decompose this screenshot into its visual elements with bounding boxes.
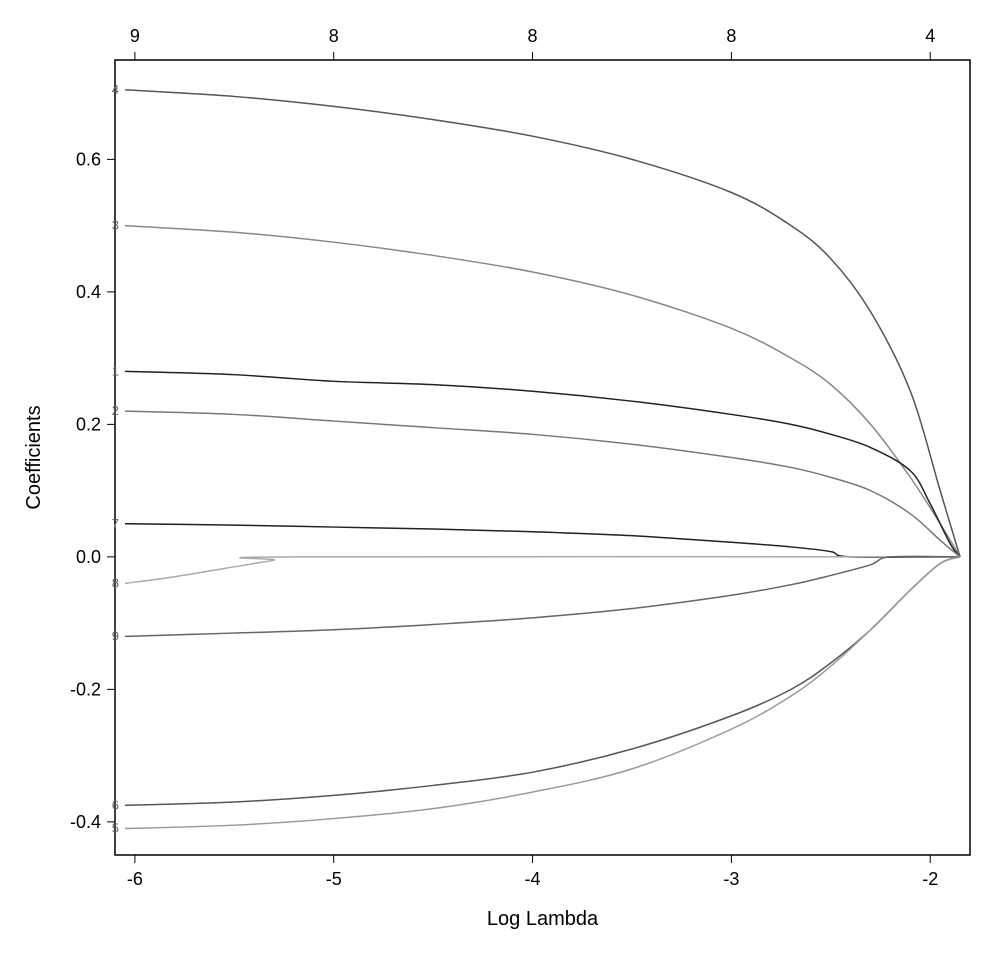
series-line-4 — [125, 90, 960, 557]
series-label-7: 7 — [112, 516, 119, 531]
top-tick-label: 4 — [925, 26, 935, 46]
x-tick-label: -5 — [326, 869, 342, 889]
series-line-3 — [125, 226, 960, 557]
y-tick-label: 0.6 — [76, 149, 101, 169]
series-label-6: 6 — [112, 797, 119, 812]
top-tick-label: 8 — [726, 26, 736, 46]
y-tick-label: -0.2 — [70, 679, 101, 699]
chart-svg: -6 -5 -4 -3 -2 -0.4 -0.2 0.0 0.2 0.4 0.6 9 8 8 8 4 Log L… — [0, 0, 1000, 965]
series-line-8 — [125, 557, 960, 584]
plot-border — [115, 60, 970, 855]
y-tick-label: 0.0 — [76, 547, 101, 567]
x-tick-label: -6 — [127, 869, 143, 889]
series-line-1 — [125, 371, 960, 557]
series-line-2 — [125, 411, 960, 557]
series-label-4: 4 — [112, 82, 119, 97]
series-label-9: 9 — [112, 628, 119, 643]
series-line-7 — [125, 524, 960, 558]
lasso-path-chart: -6 -5 -4 -3 -2 -0.4 -0.2 0.0 0.2 0.4 0.6 9 8 8 8 4 Log L… — [0, 0, 1000, 965]
x-tick-label: -2 — [922, 869, 938, 889]
series-line-9 — [125, 556, 960, 636]
y-tick-label: 0.4 — [76, 282, 101, 302]
y-tick-label: -0.4 — [70, 812, 101, 832]
x-tick-label: -4 — [525, 869, 541, 889]
top-tick-label: 8 — [329, 26, 339, 46]
y-tick-label: 0.2 — [76, 414, 101, 434]
series-label-2: 2 — [112, 403, 119, 418]
top-tick-label: 9 — [130, 26, 140, 46]
top-tick-label: 8 — [528, 26, 538, 46]
series-label-3: 3 — [112, 218, 119, 233]
x-tick-label: -3 — [723, 869, 739, 889]
series-label-1: 1 — [112, 363, 119, 378]
series-line-5 — [125, 557, 960, 829]
y-axis-title: Coefficients — [23, 405, 45, 509]
x-axis-title: Log Lambda — [487, 908, 599, 930]
series-label-8: 8 — [112, 575, 119, 590]
series-label-5: 5 — [112, 821, 119, 836]
series-line-6 — [125, 557, 960, 805]
